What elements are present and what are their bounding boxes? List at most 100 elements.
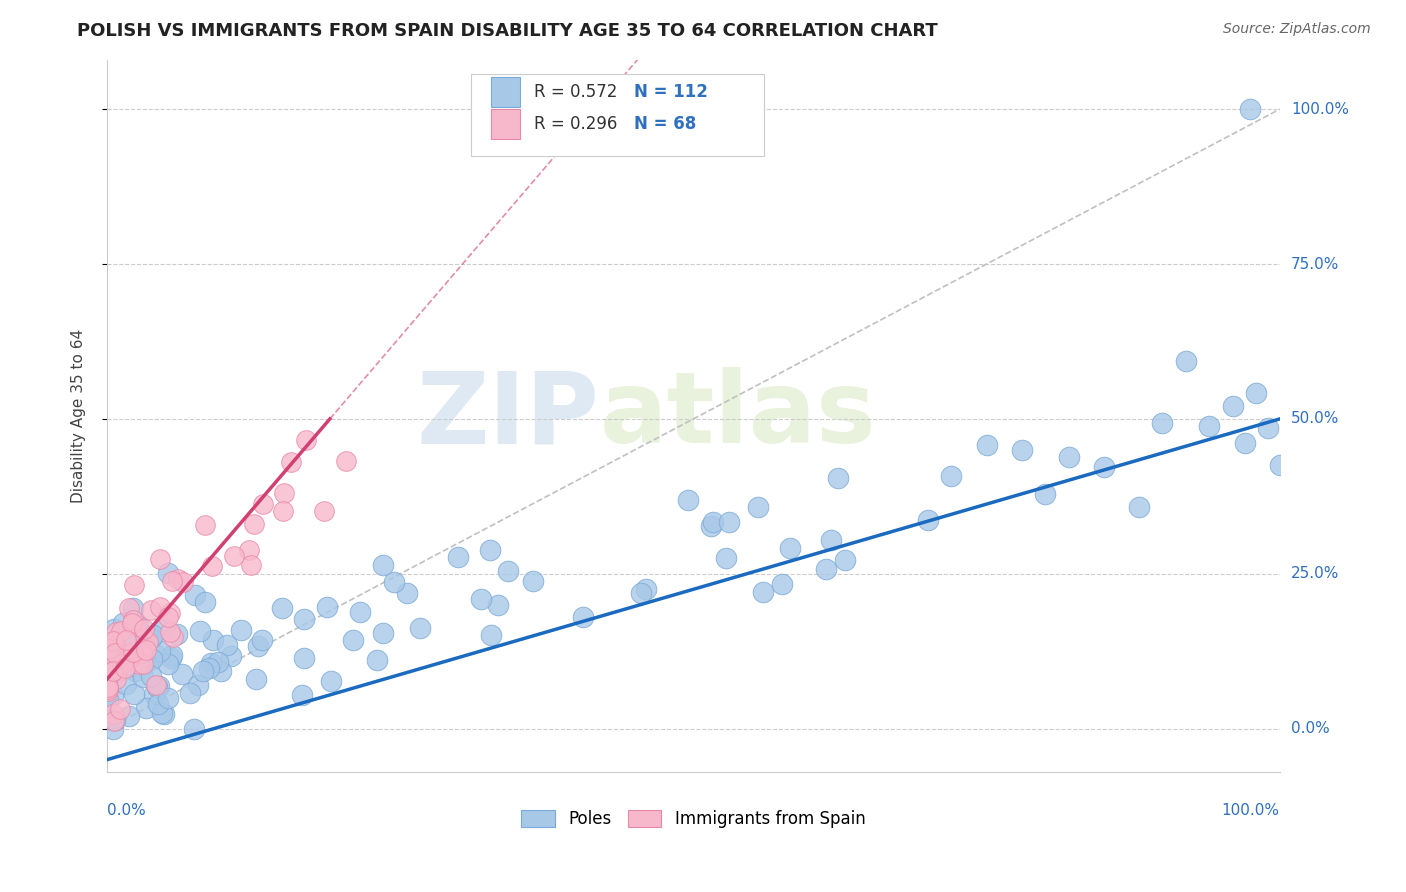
Point — [335, 454, 357, 468]
Point — [103, 707, 125, 722]
Text: 75.0%: 75.0% — [1291, 257, 1339, 271]
Point — [111, 657, 134, 672]
Point — [122, 613, 145, 627]
Point — [134, 647, 156, 661]
Point — [1257, 421, 1279, 435]
Point — [630, 586, 652, 600]
Point — [120, 650, 142, 665]
Point — [118, 647, 141, 661]
Point — [139, 631, 162, 645]
Point — [321, 673, 343, 688]
Point — [1011, 443, 1033, 458]
Point — [97, 680, 120, 694]
Point — [486, 599, 509, 613]
FancyBboxPatch shape — [491, 110, 520, 139]
Point — [184, 588, 207, 602]
Text: ZIP: ZIP — [416, 368, 599, 465]
Point — [149, 552, 172, 566]
Point — [162, 630, 184, 644]
Point — [172, 667, 194, 681]
Point — [117, 708, 139, 723]
Point — [97, 692, 120, 706]
Point — [201, 558, 224, 573]
Text: 100.0%: 100.0% — [1222, 803, 1279, 818]
Point — [382, 575, 405, 590]
Point — [157, 566, 180, 581]
Point — [238, 543, 260, 558]
Point — [190, 624, 212, 639]
Point — [714, 551, 737, 566]
Point — [159, 651, 181, 665]
Point — [834, 552, 856, 566]
Point — [200, 657, 222, 671]
Point — [717, 515, 740, 529]
Point — [105, 625, 128, 640]
Point — [149, 599, 172, 614]
Point — [159, 624, 181, 639]
Point — [142, 628, 165, 642]
Point — [1092, 460, 1115, 475]
Point — [779, 541, 801, 555]
Point — [229, 624, 252, 638]
Point — [194, 595, 217, 609]
Point — [105, 673, 128, 687]
Point — [98, 712, 121, 726]
Point — [751, 585, 773, 599]
Y-axis label: Disability Age 35 to 64: Disability Age 35 to 64 — [72, 329, 86, 503]
Point — [827, 471, 849, 485]
Point — [103, 637, 125, 651]
Point — [1268, 458, 1291, 473]
Point — [115, 677, 138, 691]
Text: 100.0%: 100.0% — [1291, 102, 1348, 117]
Text: POLISH VS IMMIGRANTS FROM SPAIN DISABILITY AGE 35 TO 64 CORRELATION CHART: POLISH VS IMMIGRANTS FROM SPAIN DISABILI… — [77, 22, 938, 40]
Point — [134, 656, 156, 670]
Point — [125, 619, 148, 633]
Point — [122, 687, 145, 701]
Point — [197, 660, 219, 674]
Point — [117, 652, 139, 666]
Text: R = 0.296: R = 0.296 — [534, 115, 617, 134]
FancyBboxPatch shape — [471, 74, 763, 156]
Point — [167, 572, 190, 586]
Point — [135, 643, 157, 657]
Point — [246, 639, 269, 653]
Point — [295, 433, 318, 447]
Point — [97, 642, 120, 657]
Point — [292, 651, 315, 665]
Point — [159, 606, 181, 620]
Text: N = 68: N = 68 — [634, 115, 696, 134]
Point — [1174, 354, 1197, 368]
Point — [292, 612, 315, 626]
Point — [131, 646, 153, 660]
Point — [135, 701, 157, 715]
Point — [209, 665, 232, 679]
Point — [470, 592, 492, 607]
Point — [312, 504, 335, 518]
Point — [107, 657, 129, 671]
Point — [371, 625, 394, 640]
Point — [114, 661, 136, 675]
Point — [105, 665, 128, 679]
Point — [101, 722, 124, 736]
Point — [636, 582, 658, 597]
Point — [250, 633, 273, 648]
Point — [153, 622, 176, 636]
Point — [770, 577, 793, 591]
Point — [121, 601, 143, 615]
Point — [122, 578, 145, 592]
Point — [446, 550, 468, 565]
Point — [104, 713, 127, 727]
Point — [97, 682, 120, 697]
Point — [273, 486, 295, 500]
Point — [243, 516, 266, 531]
Point — [222, 549, 245, 563]
Point — [571, 609, 593, 624]
Point — [139, 669, 162, 683]
Point — [1233, 435, 1256, 450]
Point — [290, 688, 312, 702]
Point — [108, 701, 131, 715]
Point — [134, 638, 156, 652]
Text: 50.0%: 50.0% — [1291, 411, 1339, 426]
Point — [1239, 102, 1261, 116]
Point — [108, 657, 131, 671]
